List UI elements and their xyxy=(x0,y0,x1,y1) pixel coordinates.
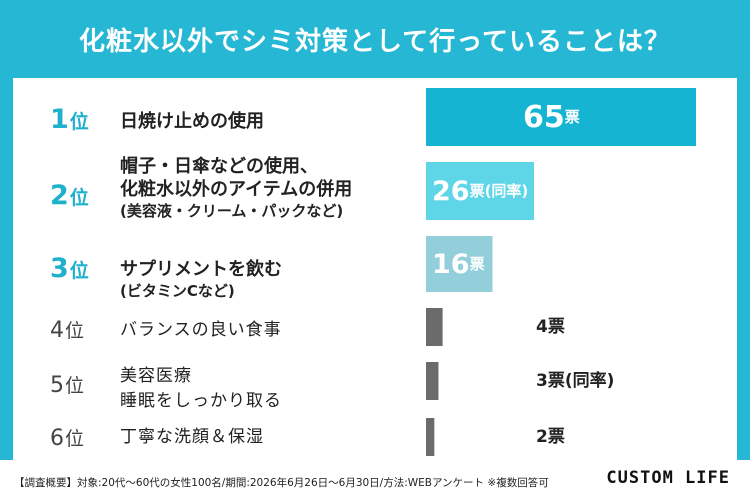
rank-suffix: 位 xyxy=(69,111,89,133)
item-subline: (ビタミンCなど) xyxy=(120,282,235,300)
rank-suffix: 位 xyxy=(65,375,85,397)
rank-3-label: 3位 xyxy=(50,253,89,284)
value-unit: 票 xyxy=(548,427,565,447)
value-number: 4 xyxy=(536,317,548,337)
value-unit: 票(同率) xyxy=(548,370,615,391)
rank-1-label: 1位 xyxy=(50,104,89,135)
bar-5 xyxy=(426,362,439,400)
value-unit: 票 xyxy=(565,108,580,126)
bar-4 xyxy=(426,308,443,346)
item-line: 丁寧な洗顔＆保湿 xyxy=(120,427,264,447)
footer: 【調査概要】対象:20代〜60代の女性100名/期間:2026年6月26日〜6月… xyxy=(0,460,750,504)
item-3-text: サプリメントを飲む (ビタミンCなど) xyxy=(120,258,282,301)
rank-suffix: 位 xyxy=(65,320,85,342)
value-number: 2 xyxy=(536,427,548,447)
item-5-text: 美容医療 睡眠をしっかり取る xyxy=(120,364,282,414)
bar-1 xyxy=(426,88,696,146)
item-line: 日焼け止めの使用 xyxy=(120,111,264,132)
item-line: 化粧水以外のアイテムの併用 xyxy=(120,179,353,200)
rank-6-label: 6位 xyxy=(50,424,84,451)
bar-value-label-1: 65票 xyxy=(523,100,580,135)
item-line: 美容医療 xyxy=(120,366,192,386)
item-line: バランスの良い食事 xyxy=(120,320,282,340)
item-line: 睡眠をしっかり取る xyxy=(120,391,282,411)
item-6-text: 丁寧な洗顔＆保湿 xyxy=(120,425,264,450)
value-number: 65 xyxy=(523,100,565,135)
rank-suffix: 位 xyxy=(69,187,89,209)
item-subline: (美容液・クリーム・パックなど) xyxy=(120,202,344,220)
chart-title: 化粧水以外でシミ対策として行っていることは？ xyxy=(79,26,671,57)
value-number: 3 xyxy=(536,371,548,391)
item-1-text: 日焼け止めの使用 xyxy=(120,110,264,133)
value-unit: 票(同率) xyxy=(470,182,529,200)
value-number: 26 xyxy=(432,176,470,207)
item-4-text: バランスの良い食事 xyxy=(120,318,282,343)
rank-number: 2 xyxy=(50,180,69,211)
survey-note: 【調査概要】対象:20代〜60代の女性100名/期間:2026年6月26日〜6月… xyxy=(14,477,549,489)
rank-number: 5 xyxy=(50,373,64,398)
rank-suffix: 位 xyxy=(65,428,85,450)
value-unit: 票 xyxy=(548,317,565,337)
bar-6 xyxy=(426,418,435,456)
rank-number: 3 xyxy=(50,253,69,284)
rank-number: 6 xyxy=(50,426,64,451)
item-line: 帽子・日傘などの使用、 xyxy=(120,156,318,177)
item-2-text: 帽子・日傘などの使用、 化粧水以外のアイテムの併用 (美容液・クリーム・パックな… xyxy=(120,155,352,221)
bar-value-label-5: 3票(同率) xyxy=(536,370,614,391)
rank-2-label: 2位 xyxy=(50,180,89,211)
bar-value-label-3: 16票 xyxy=(432,249,485,280)
bar-value-label-2: 26票(同率) xyxy=(432,176,528,207)
rank-suffix: 位 xyxy=(69,260,89,282)
brand-logo: CUSTOM LIFE xyxy=(606,468,730,488)
bar-value-label-6: 2票 xyxy=(536,427,565,447)
rank-4-label: 4位 xyxy=(50,316,84,343)
value-unit: 票 xyxy=(470,255,485,273)
rank-number: 1 xyxy=(50,104,69,135)
rank-number: 4 xyxy=(50,318,64,343)
value-number: 16 xyxy=(432,249,470,280)
bar-2 xyxy=(426,162,534,220)
bar-value-label-4: 4票 xyxy=(536,317,565,337)
item-line: サプリメントを飲む xyxy=(120,259,282,280)
rank-5-label: 5位 xyxy=(50,371,84,398)
bar-3 xyxy=(426,236,493,292)
